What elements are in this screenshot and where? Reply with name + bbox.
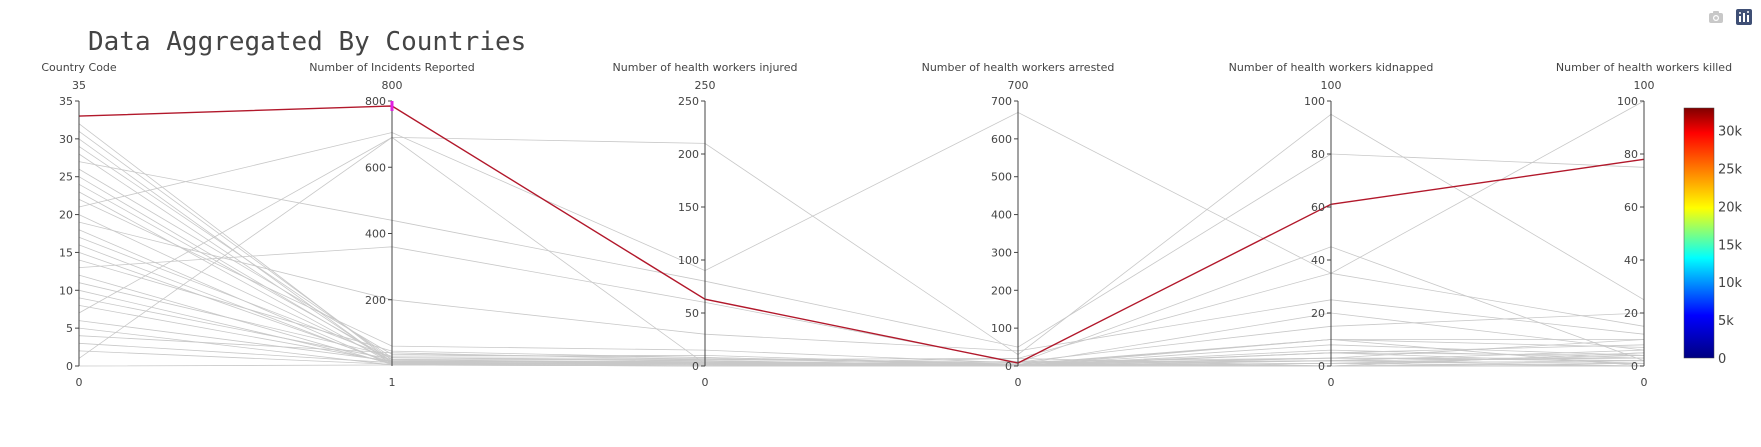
axis-range-top: 250 xyxy=(695,79,716,92)
tick-label: 600 xyxy=(991,133,1012,146)
axis-range-bottom: 0 xyxy=(1015,376,1022,389)
axis-range-top: 100 xyxy=(1321,79,1342,92)
tick-label: 0 xyxy=(692,360,699,373)
tick-label: 150 xyxy=(678,201,699,214)
context-line xyxy=(78,199,1645,364)
tick-label: 400 xyxy=(991,209,1012,222)
colorbar-tick-label: 5k xyxy=(1718,314,1734,329)
tick-label: 60 xyxy=(1624,201,1638,214)
chart-title: Data Aggregated By Countries xyxy=(88,27,526,57)
context-line xyxy=(78,153,1645,367)
axis-brush[interactable] xyxy=(390,101,394,111)
axis-title: Number of health workers killed xyxy=(1556,61,1732,74)
axis-0[interactable]: Country Code 35 00 5 10 15 20 25 30 35 xyxy=(41,61,117,389)
axis-range-bottom: 1 xyxy=(389,376,396,389)
colorbar-tick-label: 10k xyxy=(1718,276,1743,291)
tick-label: 250 xyxy=(678,95,699,108)
axis-range-bottom: 0 xyxy=(76,376,83,389)
axis-1[interactable]: Number of Incidents Reported 800 1 200 400 60… xyxy=(309,61,475,389)
highlighted-lines xyxy=(78,105,1645,364)
colorbar-gradient xyxy=(1683,107,1715,359)
tick-label: 100 xyxy=(1617,95,1638,108)
colorbar-tick-label: 0 xyxy=(1718,352,1726,367)
tick-label: 600 xyxy=(365,161,386,174)
context-line xyxy=(78,123,1645,367)
tick-label: 30 xyxy=(59,133,73,146)
tick-label: 200 xyxy=(678,148,699,161)
modebar xyxy=(1707,8,1753,26)
tick-label: 100 xyxy=(1304,95,1325,108)
tick-label: 25 xyxy=(59,171,73,184)
context-line xyxy=(78,229,1644,367)
axis-range-bottom: 0 xyxy=(1328,376,1335,389)
context-line xyxy=(78,130,1645,366)
context-line xyxy=(78,176,1645,366)
tick-label: 80 xyxy=(1624,148,1638,161)
camera-icon[interactable] xyxy=(1707,8,1725,26)
context-line xyxy=(78,272,1645,361)
context-line xyxy=(78,364,1644,367)
tick-label: 800 xyxy=(365,95,386,108)
axis-4[interactable]: Number of health workers kidnapped 100 00 2… xyxy=(1229,61,1434,389)
tick-label: 0 xyxy=(1318,360,1325,373)
context-lines xyxy=(78,100,1645,367)
axis-range-top: 35 xyxy=(72,79,86,92)
tick-label: 100 xyxy=(991,322,1012,335)
tick-label: 20 xyxy=(59,209,73,222)
axis-title: Country Code xyxy=(41,61,117,74)
tick-label: 20 xyxy=(1311,307,1325,320)
tick-label: 0 xyxy=(1005,360,1012,373)
axis-title: Number of Incidents Reported xyxy=(309,61,475,74)
tick-label: 300 xyxy=(991,246,1012,259)
axis-title: Number of health workers kidnapped xyxy=(1229,61,1434,74)
tick-label: 40 xyxy=(1311,254,1325,267)
tick-label: 40 xyxy=(1624,254,1638,267)
axis-range-top: 100 xyxy=(1634,79,1655,92)
axis-3[interactable]: Number of health workers arrested 700 00 10… xyxy=(922,61,1115,389)
highlighted-line[interactable] xyxy=(78,105,1645,364)
axis-5[interactable]: Number of health workers killed100002040… xyxy=(1556,61,1732,389)
context-line xyxy=(78,100,1645,274)
context-line xyxy=(78,113,1645,356)
tick-label: 15 xyxy=(59,246,73,259)
tick-label: 60 xyxy=(1311,201,1325,214)
context-line xyxy=(78,221,1645,352)
tick-label: 20 xyxy=(1624,307,1638,320)
tick-label: 200 xyxy=(991,284,1012,297)
axis-range-top: 700 xyxy=(1008,79,1029,92)
tick-label: 0 xyxy=(66,360,73,373)
tick-label: 80 xyxy=(1311,148,1325,161)
context-line xyxy=(78,138,1645,367)
tick-label: 0 xyxy=(1631,360,1638,373)
context-line xyxy=(78,246,1645,363)
axis-range-bottom: 0 xyxy=(1641,376,1648,389)
tick-label: 100 xyxy=(678,254,699,267)
axis-range-top: 800 xyxy=(382,79,403,92)
colorbar-tick-label: 25k xyxy=(1718,163,1743,178)
tick-label: 10 xyxy=(59,284,73,297)
axis-2[interactable]: Number of health workers injured 250 00 50 1… xyxy=(613,61,798,389)
colorbar-tick-label: 20k xyxy=(1718,200,1743,215)
context-line xyxy=(78,282,1645,366)
context-line xyxy=(78,146,1645,367)
context-line xyxy=(78,236,1644,367)
tick-label: 500 xyxy=(991,171,1012,184)
plotly-logo-icon[interactable] xyxy=(1735,8,1753,26)
colorbar: 0 5k 10k 15k 20k 25k 30k xyxy=(1683,107,1743,367)
tick-label: 35 xyxy=(59,95,73,108)
context-line xyxy=(78,153,1645,348)
tick-label: 50 xyxy=(685,307,699,320)
axis-range-bottom: 0 xyxy=(702,376,709,389)
context-line xyxy=(78,136,1645,365)
tick-label: 700 xyxy=(991,95,1012,108)
axis-title: Number of health workers arrested xyxy=(922,61,1115,74)
tick-label: 5 xyxy=(66,322,73,335)
tick-label: 200 xyxy=(365,294,386,307)
axis-title: Number of health workers injured xyxy=(613,61,798,74)
colorbar-tick-label: 15k xyxy=(1718,238,1743,253)
colorbar-tick-label: 30k xyxy=(1718,125,1743,140)
tick-label: 400 xyxy=(365,228,386,241)
